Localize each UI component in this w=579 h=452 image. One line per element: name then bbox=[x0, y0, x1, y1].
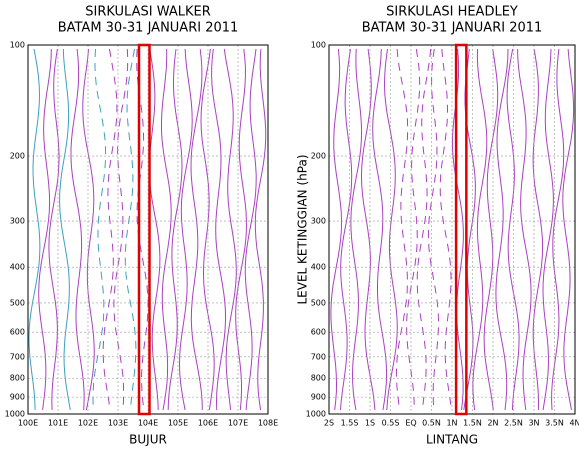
streamline bbox=[452, 48, 464, 411]
streamline bbox=[506, 48, 520, 411]
chart-subtitle: BATAM 30-31 JANUARI 2011 bbox=[362, 21, 543, 36]
x-tick-label: 104E bbox=[138, 419, 158, 428]
streamline bbox=[223, 48, 237, 411]
streamline bbox=[350, 48, 363, 411]
streamline bbox=[200, 48, 215, 411]
x-tick-label: 100E bbox=[18, 419, 38, 428]
x-tick-label: 2S bbox=[324, 419, 334, 428]
x-axis-label: LINTANG bbox=[426, 433, 478, 447]
y-tick-label: 200 bbox=[10, 152, 25, 161]
highlight-box bbox=[454, 43, 468, 416]
y-tick-label: 600 bbox=[311, 328, 326, 337]
y-tick-label: 800 bbox=[10, 374, 25, 383]
y-tick-label: 400 bbox=[10, 263, 25, 272]
streamline bbox=[48, 48, 60, 411]
chart-title: SIRKULASI HEADLEY bbox=[386, 5, 518, 20]
streamline bbox=[532, 48, 544, 411]
y-tick-label: 1000 bbox=[306, 410, 326, 419]
streamline bbox=[28, 48, 41, 411]
x-tick-label: 2N bbox=[487, 419, 498, 428]
streamline bbox=[542, 48, 554, 411]
x-tick-label: 0.5N bbox=[422, 419, 441, 428]
streamline bbox=[360, 48, 376, 411]
streamline bbox=[161, 49, 172, 411]
x-tick-label: 4N bbox=[569, 419, 579, 428]
streamline bbox=[70, 48, 85, 411]
y-tick-label: 300 bbox=[10, 217, 25, 226]
streamline bbox=[416, 48, 432, 411]
streamline bbox=[406, 48, 421, 411]
streamline bbox=[427, 48, 440, 411]
streamline bbox=[167, 48, 183, 411]
streamline bbox=[211, 48, 227, 411]
x-tick-label: 3N bbox=[528, 419, 539, 428]
streamline bbox=[254, 48, 267, 411]
x-tick-label: 108E bbox=[258, 419, 278, 428]
streamline bbox=[495, 48, 509, 411]
x-tick-label: EQ bbox=[405, 419, 416, 428]
x-tick-label: 1.5N bbox=[463, 419, 482, 428]
x-tick-label: 101E bbox=[48, 419, 68, 428]
y-tick-label: 100 bbox=[10, 41, 25, 50]
y-tick-label: 900 bbox=[311, 393, 326, 402]
x-tick-label: 102E bbox=[78, 419, 98, 428]
plot-frame bbox=[328, 44, 576, 415]
x-tick-label: 1S bbox=[365, 419, 375, 428]
streamline bbox=[395, 48, 409, 411]
x-tick-label: 107E bbox=[228, 419, 248, 428]
y-tick-label: 500 bbox=[311, 298, 326, 307]
y-tick-label: 1000 bbox=[5, 410, 25, 419]
x-tick-label: 1N bbox=[446, 419, 457, 428]
streamline bbox=[92, 48, 107, 411]
chart-subtitle: BATAM 30-31 JANUARI 2011 bbox=[58, 21, 239, 36]
streamline bbox=[113, 48, 129, 411]
streamline bbox=[551, 48, 565, 411]
x-axis-label: BUJUR bbox=[129, 433, 167, 447]
streamline bbox=[102, 48, 118, 411]
x-tick-label: 105E bbox=[168, 419, 188, 428]
streamline bbox=[148, 48, 161, 411]
y-tick-label: 200 bbox=[311, 152, 326, 161]
streamline bbox=[483, 48, 499, 411]
x-tick-label: 1.5S bbox=[341, 419, 359, 428]
y-axis-label: LEVEL KETINGGIAN (hPa) bbox=[296, 154, 310, 304]
streamline bbox=[472, 48, 488, 411]
streamline bbox=[517, 48, 532, 411]
streamline bbox=[190, 48, 203, 411]
streamline bbox=[38, 48, 52, 411]
streamline bbox=[439, 48, 452, 411]
streamline bbox=[178, 48, 193, 411]
streamline bbox=[562, 48, 575, 411]
chart-title: SIRKULASI WALKER bbox=[85, 5, 211, 20]
streamline bbox=[372, 48, 388, 411]
streamline bbox=[235, 48, 247, 411]
streamline bbox=[136, 48, 149, 411]
x-tick-label: 2.5N bbox=[504, 419, 523, 428]
streamline bbox=[330, 48, 343, 411]
streamline bbox=[59, 48, 71, 411]
y-tick-label: 500 bbox=[10, 298, 25, 307]
streamline bbox=[244, 48, 257, 411]
streamline bbox=[383, 48, 398, 411]
y-tick-label: 300 bbox=[311, 217, 326, 226]
streamline bbox=[82, 48, 95, 411]
x-tick-label: 3.5N bbox=[545, 419, 564, 428]
y-tick-label: 400 bbox=[311, 263, 326, 272]
x-tick-label: 103E bbox=[108, 419, 128, 428]
y-tick-label: 700 bbox=[10, 352, 25, 361]
streamline bbox=[340, 48, 353, 411]
y-tick-label: 100 bbox=[311, 41, 326, 50]
x-tick-label: 0.5S bbox=[382, 419, 400, 428]
y-tick-label: 800 bbox=[311, 374, 326, 383]
y-tick-label: 900 bbox=[10, 393, 25, 402]
streamline bbox=[124, 48, 137, 411]
highlight-box bbox=[137, 43, 151, 416]
y-tick-label: 600 bbox=[10, 328, 25, 337]
x-tick-label: 106E bbox=[198, 419, 218, 428]
y-tick-label: 700 bbox=[311, 352, 326, 361]
